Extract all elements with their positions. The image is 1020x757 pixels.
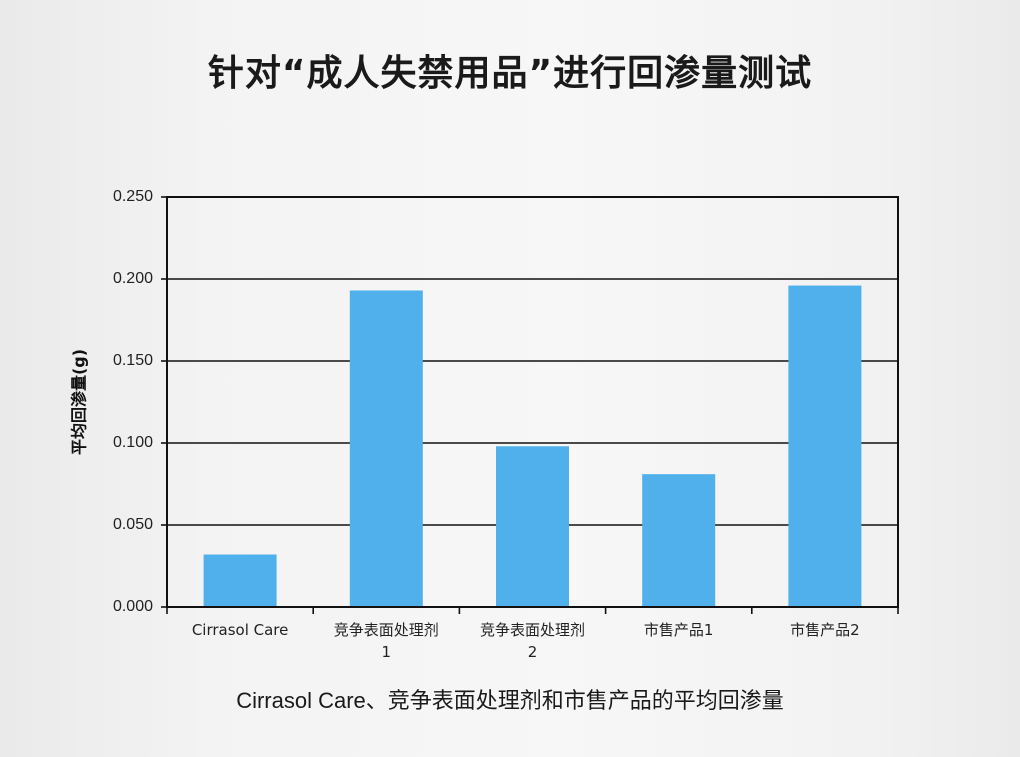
- x-category-label: 竞争表面处理剂 1: [334, 621, 439, 661]
- grid-lines: [167, 278, 898, 526]
- x-category-label: Cirrasol Care: [192, 621, 289, 639]
- y-tick-label: 0.100: [113, 434, 153, 451]
- bar: [349, 290, 423, 607]
- y-tick-label: 0.250: [113, 188, 153, 205]
- x-category-label: 市售产品1: [644, 621, 714, 639]
- y-tick-label: 0.150: [113, 352, 153, 369]
- x-tick-marks: [166, 607, 899, 614]
- y-tick-labels: 0.000 0.050 0.100 0.150 0.200 0.250: [113, 188, 167, 615]
- y-tick-label: 0.200: [113, 270, 153, 287]
- x-category-label: 竞争表面处理剂 2: [480, 621, 585, 661]
- bar: [788, 285, 862, 607]
- bars: [203, 285, 862, 607]
- bar: [642, 474, 716, 607]
- plot-frame: [166, 196, 899, 608]
- y-tick-label: 0.050: [113, 516, 153, 533]
- x-category-labels: Cirrasol Care 竞争表面处理剂 1 竞争表面处理剂 2 市售产品1 市售产品2: [192, 621, 860, 661]
- page-title: 针对“成人失禁用品”进行回渗量测试: [207, 53, 813, 94]
- bar: [203, 554, 277, 607]
- y-tick-label: 0.000: [113, 598, 153, 615]
- x-category-label: 市售产品2: [790, 621, 860, 639]
- y-axis-label: 平均回渗量(g): [70, 349, 89, 455]
- chart-caption: Cirrasol Care、竞争表面处理剂和市售产品的平均回渗量: [236, 688, 784, 713]
- bar: [496, 446, 569, 607]
